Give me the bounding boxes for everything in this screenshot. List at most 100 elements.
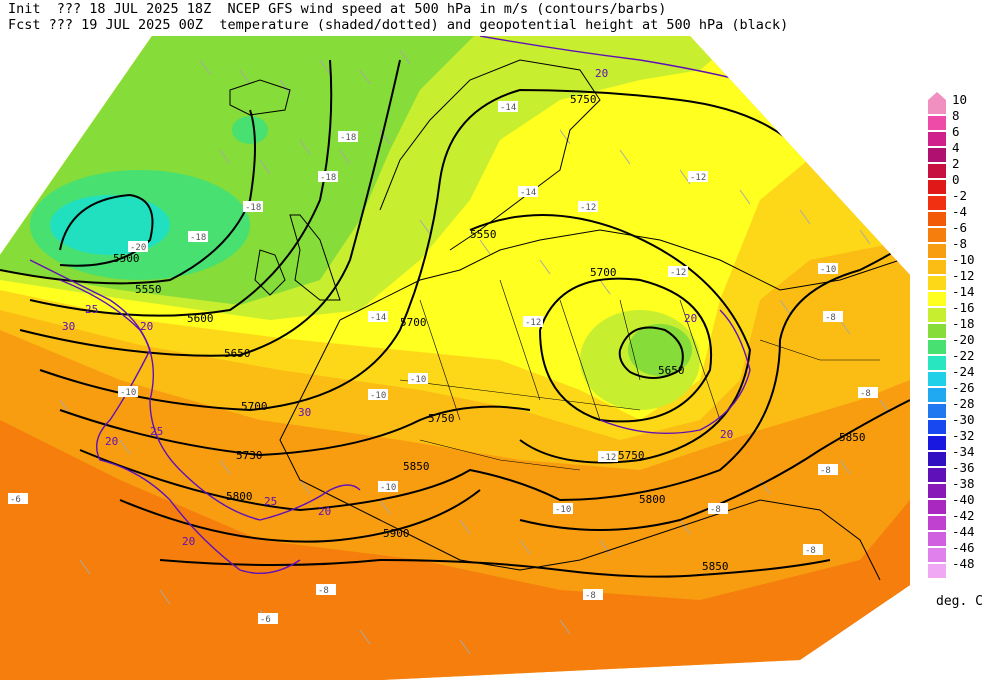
legend-swatch [928, 532, 946, 546]
temperature-label: -10 [818, 263, 838, 275]
legend-label: -26 [952, 380, 975, 395]
legend-swatch [928, 196, 946, 210]
svg-text:-8: -8 [805, 546, 816, 556]
contour-5650-low [618, 326, 684, 379]
legend-swatch [928, 388, 946, 402]
height-label: 5600 [187, 312, 214, 325]
legend-swatch [928, 372, 946, 386]
svg-text:-10: -10 [370, 391, 386, 401]
legend-swatch [928, 420, 946, 434]
svg-text:-8: -8 [825, 313, 836, 323]
height-label: 5730 [236, 449, 263, 462]
legend-label: -32 [952, 428, 975, 443]
wind-speed-label: 20 [684, 312, 697, 325]
wind-speed-label: 20 [318, 505, 331, 518]
legend-label: -48 [952, 556, 975, 571]
temperature-label: -8 [803, 544, 823, 556]
svg-text:-8: -8 [585, 591, 596, 601]
svg-text:-8: -8 [820, 466, 831, 476]
temperature-label: -18 [243, 201, 263, 213]
height-label: 5750 [570, 93, 597, 106]
svg-text:-12: -12 [690, 173, 706, 183]
legend-label: 0 [952, 172, 960, 187]
scandinavia-coast [379, 59, 601, 251]
temperature-label: -14 [498, 101, 518, 113]
temperature-label: -10 [368, 389, 388, 401]
svg-text:-18: -18 [320, 173, 336, 183]
political-borders [399, 279, 880, 471]
contour-5700-low [539, 277, 713, 423]
legend-swatch [928, 228, 946, 242]
legend-label: -44 [952, 524, 975, 539]
svg-text:-12: -12 [525, 318, 541, 328]
wind-speed-label: 20 [595, 67, 608, 80]
temperature-label: -8 [818, 464, 838, 476]
svg-text:-20: -20 [130, 243, 146, 253]
svg-text:-8: -8 [860, 389, 871, 399]
height-label: 5700 [400, 316, 427, 329]
contour-5600 [29, 59, 333, 317]
wind-speed-label: 20 [140, 320, 153, 333]
legend-label: -46 [952, 540, 975, 555]
legend-label: 10 [952, 92, 968, 107]
legend-label: -16 [952, 300, 975, 315]
legend-swatch [928, 452, 946, 466]
temp-very-cold-west [50, 195, 170, 255]
legend-label: -12 [952, 268, 975, 283]
forecast-line: Fcst ??? 19 JUL 2025 00Z temperature (sh… [8, 17, 789, 33]
contour-5900 [159, 558, 831, 578]
temp-cold-spot [232, 116, 268, 144]
legend-label: -18 [952, 316, 975, 331]
svg-text:-18: -18 [340, 133, 356, 143]
temperature-label: -8 [858, 387, 878, 399]
legend-label: -10 [952, 252, 975, 267]
temperature-label: -14 [518, 186, 538, 198]
svg-text:-10: -10 [555, 505, 571, 515]
temperature-label: -8 [708, 503, 728, 515]
legend-swatch [928, 100, 946, 114]
color-legend: 10 8 6 4 2 0 -2 -4 -6 -8 -10 -12 -14 -16 -18 -20 -22 -24-… [928, 92, 1000, 582]
wind-speed-contours [29, 36, 751, 575]
legend-label: -8 [952, 236, 968, 251]
legend-label: -20 [952, 332, 975, 347]
continent-coast [279, 229, 901, 581]
legend-swatch [928, 484, 946, 498]
svg-text:-14: -14 [500, 103, 516, 113]
legend-swatch [928, 404, 946, 418]
temperature-label: -14 [368, 311, 388, 323]
iceland-coast [229, 79, 291, 116]
temperature-label: -6 [258, 613, 278, 625]
temperature-label: -20 [128, 241, 148, 253]
legend-swatch [928, 180, 946, 194]
temperature-label: -18 [188, 231, 208, 243]
height-label: 5550 [135, 283, 162, 296]
chart-header: Init ??? 18 JUL 2025 18Z NCEP GFS wind s… [0, 0, 990, 36]
legend-label: -38 [952, 476, 975, 491]
svg-text:-10: -10 [410, 375, 426, 385]
wind-speed-label: 25 [85, 303, 98, 316]
svg-text:-14: -14 [520, 188, 536, 198]
legend-label: -14 [952, 284, 975, 299]
height-label: 5750 [428, 412, 455, 425]
temperature-label: -6 [8, 493, 28, 505]
legend-swatch [928, 164, 946, 178]
legend-swatch [928, 324, 946, 338]
jet-north [479, 36, 741, 81]
height-label: 5500 [113, 252, 140, 265]
legend-label: -28 [952, 396, 975, 411]
legend-label: 2 [952, 156, 960, 171]
wind-barb-field [59, 49, 891, 655]
legend-label: -36 [952, 460, 975, 475]
legend-swatch [928, 548, 946, 562]
height-label: 5550 [470, 228, 497, 241]
temperature-label: -12 [688, 171, 708, 183]
svg-text:-6: -6 [10, 495, 21, 505]
wind-speed-label: 25 [150, 425, 163, 438]
height-label: 5650 [224, 347, 251, 360]
svg-text:-12: -12 [580, 203, 596, 213]
legend-swatch [928, 244, 946, 258]
svg-text:-6: -6 [260, 615, 271, 625]
legend-label: 6 [952, 124, 960, 139]
british-isles-coast [254, 214, 341, 301]
